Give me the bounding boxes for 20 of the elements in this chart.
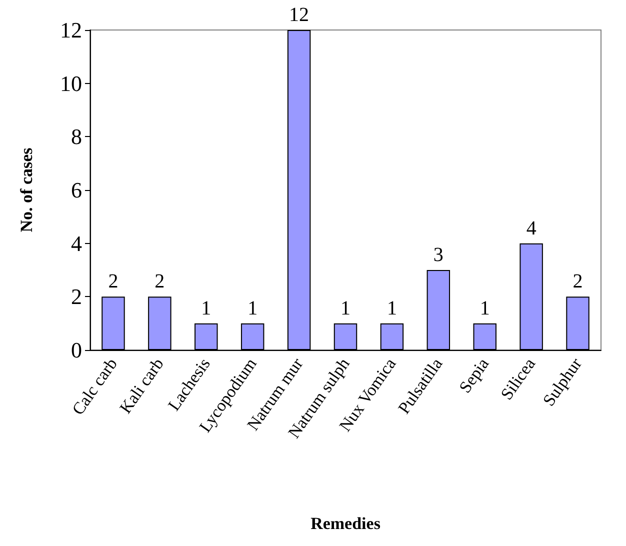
data-label: 1 bbox=[201, 297, 212, 320]
y-tick-label: 6 bbox=[71, 178, 82, 202]
y-tick-label: 0 bbox=[71, 338, 82, 362]
y-tick-label: 8 bbox=[71, 124, 82, 150]
data-label: 3 bbox=[433, 244, 444, 266]
data-label: 4 bbox=[526, 217, 536, 240]
data-label: 2 bbox=[154, 270, 165, 293]
y-tick-label: 10 bbox=[60, 70, 82, 96]
y-tick-label: 12 bbox=[60, 18, 82, 42]
data-label: 1 bbox=[480, 297, 490, 320]
data-label: 2 bbox=[108, 270, 118, 293]
y-tick-label: 4 bbox=[71, 230, 82, 256]
y-axis-title: No. of cases bbox=[17, 147, 36, 232]
data-label: 1 bbox=[386, 297, 397, 320]
data-label: 12 bbox=[289, 4, 310, 26]
data-label: 1 bbox=[248, 297, 258, 320]
data-label: 1 bbox=[340, 297, 350, 320]
x-axis-title: Remedies bbox=[310, 514, 381, 533]
y-tick-label: 2 bbox=[71, 284, 82, 310]
data-label: 2 bbox=[572, 270, 583, 293]
